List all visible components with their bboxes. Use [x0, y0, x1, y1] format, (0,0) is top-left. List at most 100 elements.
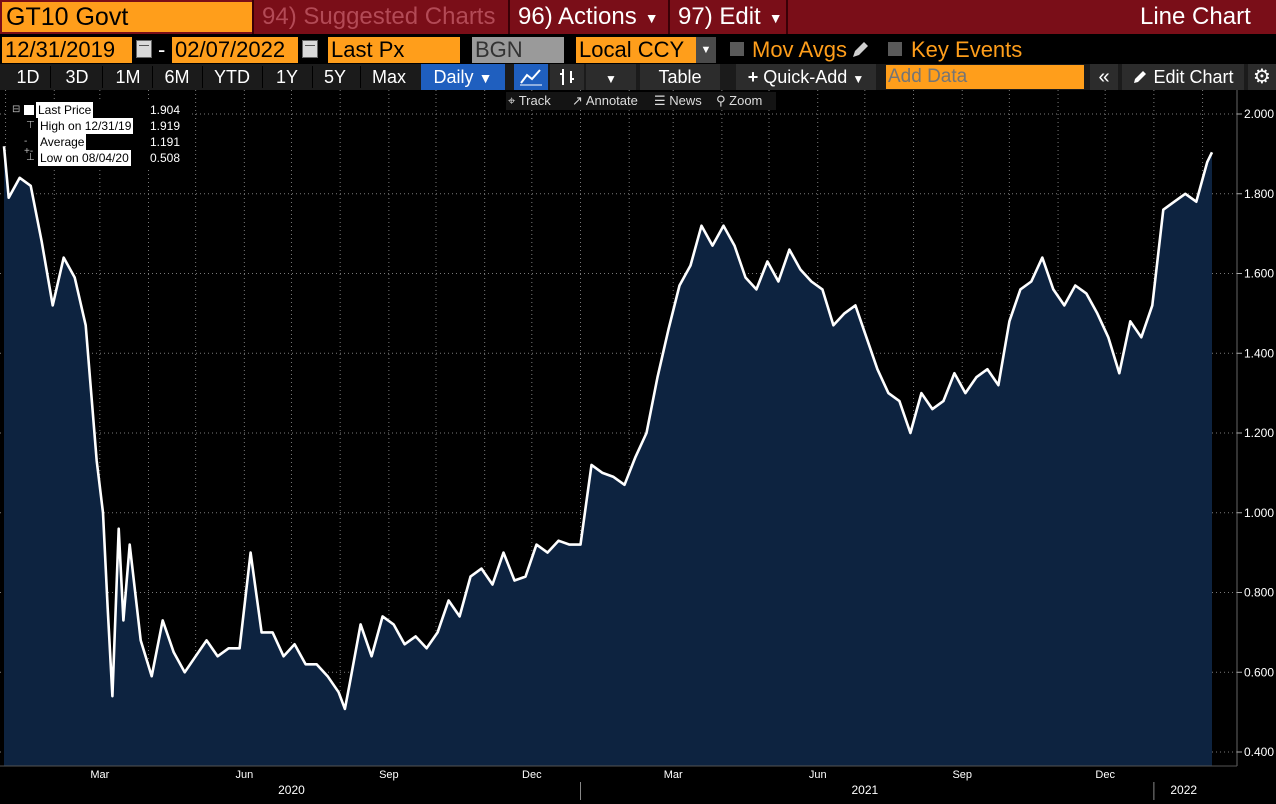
ticker-field[interactable]: GT10 Govt — [2, 2, 252, 32]
menu-separator — [252, 0, 254, 34]
menu-separator — [786, 0, 788, 34]
source-field[interactable]: BGN — [472, 37, 564, 63]
collapse-icon[interactable]: ⊟ — [12, 104, 21, 115]
legend-value: 1.919 — [150, 119, 181, 133]
year-label: 2022 — [1170, 783, 1197, 797]
frequency-label: Daily — [433, 67, 474, 87]
high-marker-icon: ⊤ — [26, 120, 35, 131]
y-axis: 2.000 1.800 1.600 1.400 1.200 1.000 0.800 0.600… — [1237, 107, 1274, 759]
quick-add-label: Quick-Add — [763, 67, 848, 87]
date-dash: - — [158, 37, 166, 62]
range-1m[interactable]: 1M — [115, 67, 141, 87]
quick-add-button[interactable]: + Quick-Add ▼ — [736, 64, 876, 90]
edit-chart-button[interactable]: Edit Chart — [1122, 64, 1244, 90]
news-label: News — [669, 93, 702, 108]
toolbar-separator — [312, 66, 313, 88]
calendar-icon[interactable] — [136, 40, 152, 58]
news-icon: ☰ — [654, 93, 666, 108]
legend-row-high: ⊤ High on 12/31/19 1.919 — [8, 118, 189, 134]
mov-avgs-checkbox[interactable] — [730, 42, 744, 56]
range-3d[interactable]: 3D — [65, 67, 89, 87]
mov-avgs-label: Mov Avgs — [752, 37, 847, 62]
annotate-tool[interactable]: ↗ Annotate — [572, 92, 638, 110]
range-1d[interactable]: 1D — [16, 67, 40, 87]
x-tick-label: Dec — [522, 769, 542, 781]
legend-row-low: ⊥ Low on 08/04/20 0.508 — [8, 150, 189, 166]
chart-tools-bar — [506, 92, 776, 110]
caret-down-icon: ▼ — [768, 9, 783, 26]
y-tick-label: 2.000 — [1244, 107, 1274, 121]
y-tick-label: 1.800 — [1244, 187, 1274, 201]
x-tick-label: Mar — [90, 769, 109, 781]
y-tick-label: 0.800 — [1244, 586, 1274, 600]
bar-chart-icon — [560, 69, 574, 85]
track-tool[interactable]: ⌖ Track — [508, 92, 551, 110]
caret-down-icon: ▼ — [605, 72, 617, 86]
plus-icon: + — [747, 67, 759, 87]
news-tool[interactable]: ☰ News — [654, 92, 702, 110]
caret-down-icon: ▼ — [644, 9, 659, 26]
x-tick-label: Mar — [664, 769, 683, 781]
track-label: Track — [518, 93, 551, 108]
legend-label: Last Price — [36, 102, 94, 118]
range-1y[interactable]: 1Y — [275, 67, 299, 87]
crosshair-icon: ⌖ — [508, 93, 516, 108]
chart-type-title: Line Chart — [1140, 3, 1251, 30]
chart-mode-dropdown[interactable]: ▼ — [586, 64, 636, 90]
menu-number: 96) — [518, 3, 553, 30]
frequency-select[interactable]: Daily ▼ — [421, 64, 505, 90]
table-button[interactable]: Table — [640, 64, 720, 90]
collapse-double-chevron-icon[interactable]: « — [1090, 64, 1118, 90]
legend-value: 0.508 — [150, 151, 181, 165]
field-selector[interactable]: Last Px — [328, 37, 460, 63]
currency-select[interactable]: Local CCY — [576, 37, 696, 63]
pencil-icon — [1134, 71, 1147, 83]
toolbar-separator — [360, 66, 361, 88]
end-date-field[interactable]: 02/07/2022 — [172, 37, 298, 63]
low-marker-icon: ⊥ — [26, 152, 35, 163]
gear-icon[interactable]: ⚙ — [1248, 64, 1276, 90]
add-data-input[interactable] — [886, 65, 1084, 89]
key-events-checkbox[interactable] — [888, 42, 902, 56]
toolbar-separator — [152, 66, 153, 88]
y-tick-label: 1.000 — [1244, 506, 1274, 520]
dropdown-arrow-icon[interactable]: ▼ — [696, 37, 716, 63]
menu-separator — [668, 0, 670, 34]
menu-separator — [508, 0, 510, 34]
x-axis: Mar Jun Sep Dec Mar Jun Sep Dec 2020 2021 2022 — [0, 765, 1237, 800]
range-5y[interactable]: 5Y — [323, 67, 347, 87]
legend-label: Average — [38, 134, 87, 150]
toolbar-separator — [262, 66, 263, 88]
line-chart-mode-button[interactable] — [514, 64, 548, 90]
x-tick-label: Dec — [1095, 769, 1115, 781]
price-chart[interactable]: 2.000 1.800 1.600 1.400 1.200 1.000 0.800 0.600… — [0, 90, 1276, 804]
x-tick-label: Sep — [952, 769, 972, 781]
legend-label: Low on 08/04/20 — [38, 150, 131, 166]
zoom-label: Zoom — [729, 93, 763, 108]
menu-actions[interactable]: 96) Actions ▼ — [518, 0, 659, 34]
average-marker-icon: -+- — [24, 136, 34, 157]
calendar-icon[interactable] — [302, 40, 318, 58]
zoom-tool[interactable]: ⚲ Zoom — [716, 92, 762, 110]
legend-value: 1.904 — [150, 103, 181, 117]
year-label: 2020 — [278, 783, 305, 797]
range-max[interactable]: Max — [371, 67, 406, 87]
range-6m[interactable]: 6M — [164, 67, 190, 87]
price-line — [2, 146, 1214, 711]
start-date-field[interactable]: 12/31/2019 — [2, 37, 132, 63]
y-tick-label: 1.600 — [1244, 267, 1274, 281]
annotate-icon: ↗ — [572, 93, 583, 108]
range-ytd[interactable]: YTD — [214, 67, 250, 87]
menu-label: Edit — [719, 3, 761, 30]
x-tick-label: Jun — [235, 769, 253, 781]
series-swatch — [24, 105, 34, 115]
legend-value: 1.191 — [150, 135, 181, 149]
y-tick-label: 0.400 — [1244, 745, 1274, 759]
toolbar-separator — [202, 66, 203, 88]
candle-chart-mode-button[interactable] — [550, 64, 584, 90]
pencil-icon[interactable] — [850, 40, 870, 60]
menu-suggested-charts[interactable]: 94) Suggested Charts — [262, 0, 495, 34]
menu-edit[interactable]: 97) Edit ▼ — [678, 0, 783, 34]
x-tick-label: Sep — [379, 769, 399, 781]
price-area — [4, 146, 1212, 767]
